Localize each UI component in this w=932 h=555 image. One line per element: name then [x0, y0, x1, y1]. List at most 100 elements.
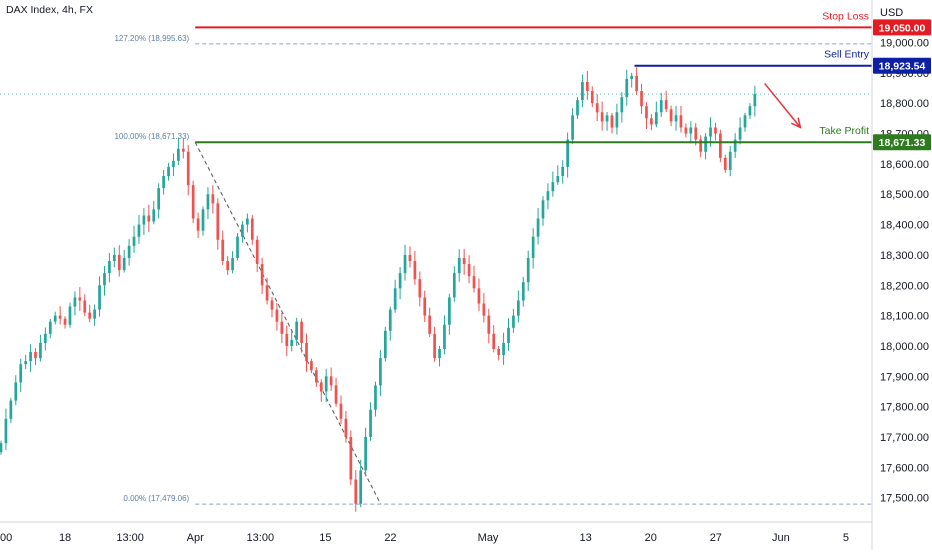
candle-body	[162, 176, 165, 189]
currency-label: USD	[880, 7, 903, 19]
candle-body	[0, 443, 3, 453]
candle-body	[546, 191, 550, 201]
fib-level-label: 0.00% (17,479.06)	[123, 494, 189, 503]
candle-body	[369, 409, 372, 438]
time-axis[interactable]: 00 18 13:00 Apr 13:00 15 22 May 13 20 27 Jun 5	[0, 532, 849, 544]
candle-body	[98, 285, 101, 310]
candle-body	[374, 385, 377, 410]
candle-body	[413, 261, 417, 280]
y-tick-label: 18,200.00	[880, 280, 929, 292]
y-tick-label: 18,000.00	[880, 341, 929, 353]
x-tick-label: 13	[580, 532, 592, 544]
candle-body	[428, 315, 432, 334]
x-tick-label: May	[478, 532, 499, 544]
candle-body	[393, 288, 397, 310]
candle-body	[172, 160, 175, 167]
candle-body	[438, 349, 441, 359]
candle-body	[659, 100, 663, 113]
candle-body	[354, 479, 358, 504]
candle-body	[167, 166, 170, 177]
candle-body	[507, 327, 510, 343]
candle-body	[305, 342, 308, 362]
candle-body	[699, 139, 703, 152]
candle-body	[137, 224, 141, 237]
candle-body	[635, 75, 638, 92]
candle-body	[502, 342, 505, 356]
candle-body	[275, 309, 279, 322]
candle-body	[679, 115, 683, 128]
candle-body	[68, 306, 72, 325]
candle-body	[640, 91, 643, 107]
candle-body	[201, 209, 205, 231]
arrow-shaft	[764, 82, 801, 128]
candle-body	[43, 333, 47, 343]
price-tag-label: 19,050.00	[879, 22, 926, 34]
candle-body	[177, 148, 180, 161]
candle-body	[531, 236, 535, 258]
candle-body	[650, 118, 653, 125]
candle-body	[29, 352, 32, 362]
candle-body	[112, 254, 116, 261]
candle-body	[443, 324, 446, 350]
candle-body	[590, 91, 594, 104]
candle-body	[359, 470, 363, 504]
candle-body	[191, 185, 195, 219]
candle-body	[334, 385, 338, 404]
candle-body	[157, 188, 161, 210]
y-tick-label: 18,800.00	[880, 98, 929, 110]
candle-body	[132, 236, 136, 246]
candle-body	[630, 75, 634, 79]
candle-body	[576, 100, 579, 116]
candle-body	[364, 437, 367, 471]
candle-body	[260, 264, 264, 286]
candle-body	[694, 127, 698, 140]
candle-body	[24, 361, 27, 365]
y-tick-label: 17,900.00	[880, 371, 929, 383]
candle-body	[654, 112, 658, 125]
candle-body	[723, 157, 727, 170]
candle-body	[221, 239, 225, 261]
candle-body	[610, 115, 614, 128]
candle-body	[398, 273, 402, 289]
candle-body	[290, 339, 294, 346]
candle-body	[285, 333, 289, 346]
y-tick-label: 19,000.00	[880, 37, 929, 49]
candle-body	[595, 103, 599, 113]
candle-body	[127, 245, 131, 258]
candle-body	[704, 136, 707, 152]
x-tick-label: 13:00	[247, 532, 275, 544]
x-tick-label: 18	[59, 532, 71, 544]
candle-body	[9, 400, 13, 419]
x-tick-label: Apr	[187, 532, 204, 544]
candle-body	[280, 321, 284, 334]
candle-body	[689, 127, 693, 134]
candle-body	[487, 315, 491, 334]
y-tick-label: 18,100.00	[880, 311, 929, 323]
x-tick-label: Jun	[772, 532, 790, 544]
candle-body	[108, 261, 111, 274]
candle-body	[517, 300, 520, 316]
candle-body	[408, 254, 412, 261]
candle-body	[467, 264, 471, 277]
candle-body	[236, 236, 239, 258]
candle-body	[423, 297, 427, 316]
candle-body	[122, 257, 126, 271]
candle-body	[551, 182, 555, 192]
candle-body	[19, 364, 23, 383]
candle-body	[34, 352, 37, 359]
candle-body	[418, 279, 422, 298]
candle-body	[246, 218, 249, 225]
x-tick-label: 22	[384, 532, 396, 544]
candle-body	[344, 418, 348, 438]
annotations-layer: DAX Index, 4h, FX	[6, 4, 802, 129]
candle-body	[241, 224, 244, 237]
candle-body	[684, 127, 688, 134]
candle-body	[492, 333, 496, 350]
candle-body	[383, 330, 387, 359]
candle-body	[403, 254, 407, 274]
candle-body	[265, 285, 269, 301]
y-tick-label: 17,800.00	[880, 402, 929, 414]
